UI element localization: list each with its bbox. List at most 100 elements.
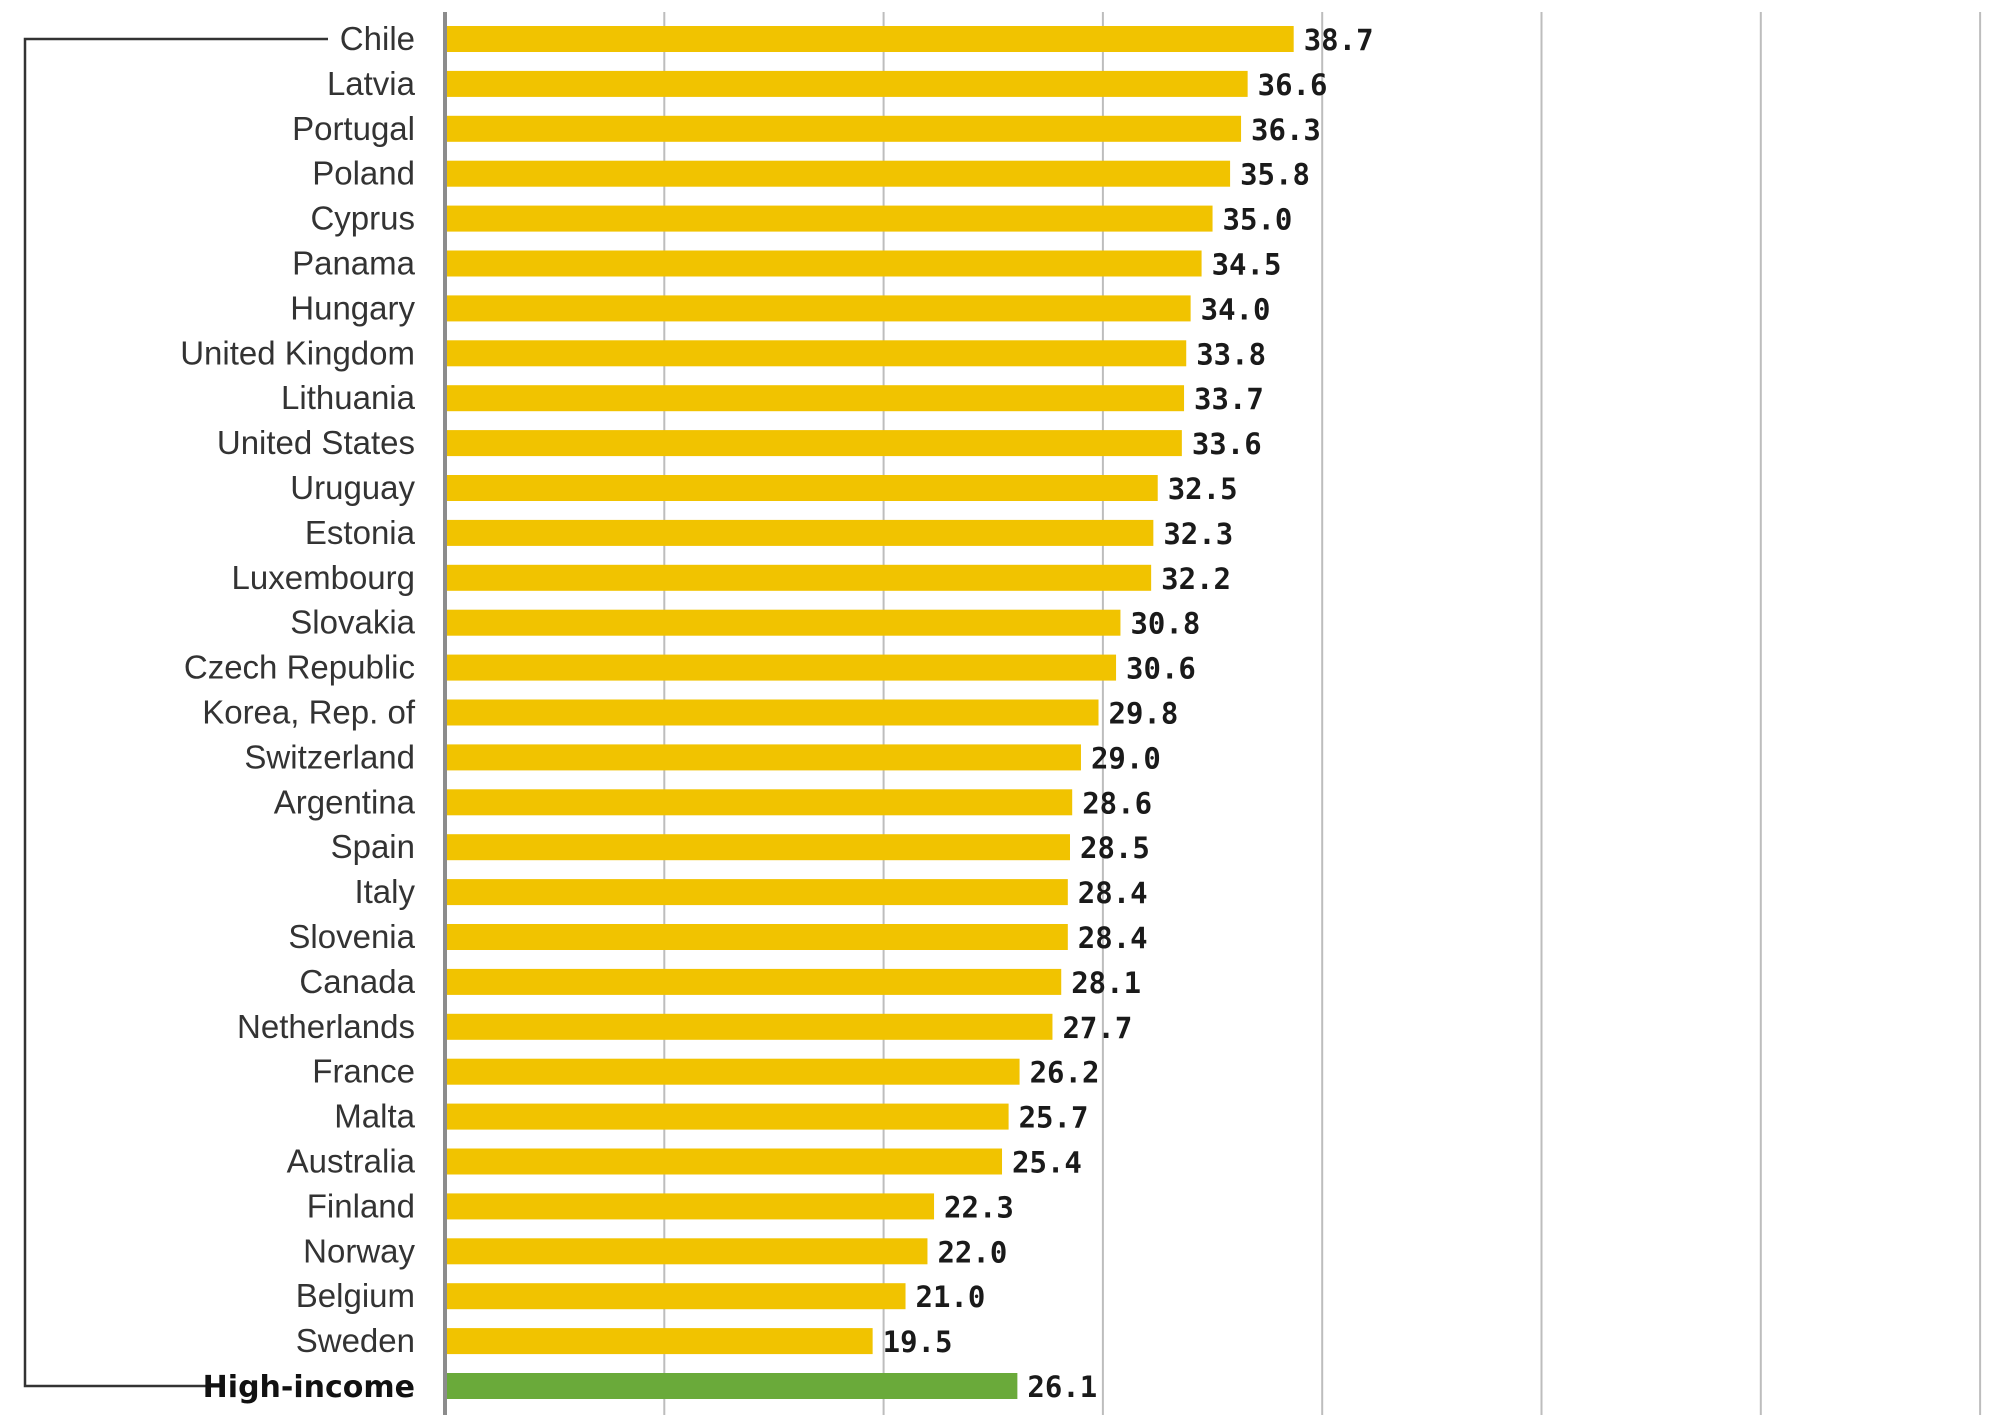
category-label: Hungary (290, 289, 415, 326)
bar-united-states (447, 430, 1182, 457)
value-label: 28.4 (1078, 921, 1148, 955)
bar-australia (447, 1148, 1003, 1175)
category-label: United Kingdom (180, 334, 415, 371)
category-label: Slovenia (288, 918, 415, 955)
category-label: Slovakia (290, 604, 415, 641)
bar-slovenia (447, 924, 1068, 950)
value-label: 22.0 (937, 1235, 1007, 1269)
category-label: Luxembourg (232, 559, 415, 596)
bar-malta (447, 1103, 1009, 1130)
value-label: 38.7 (1304, 23, 1374, 57)
value-label: 25.4 (1012, 1146, 1082, 1180)
value-label: 34.0 (1201, 292, 1271, 326)
value-label: 21.0 (916, 1280, 986, 1314)
bar-argentina (447, 789, 1073, 816)
value-label: 28.6 (1082, 786, 1152, 820)
bar-estonia (447, 519, 1154, 546)
category-label: Belgium (296, 1277, 415, 1314)
bar-slovakia (447, 609, 1121, 636)
bar-korea-rep-of (447, 699, 1099, 726)
category-label: Latvia (327, 65, 416, 102)
value-label: 29.8 (1109, 697, 1179, 731)
value-label: 22.3 (944, 1190, 1014, 1224)
bar-finland (447, 1193, 935, 1220)
bar-switzerland (447, 744, 1081, 771)
category-label: Sweden (296, 1322, 415, 1359)
bar-united-kingdom (447, 340, 1187, 367)
value-label: 29.0 (1091, 741, 1161, 775)
value-label: 33.8 (1196, 337, 1266, 371)
value-label: 30.8 (1130, 607, 1200, 641)
value-label: 30.6 (1126, 652, 1196, 686)
bar-norway (447, 1238, 928, 1265)
category-label: Panama (292, 245, 416, 282)
bar-france (447, 1058, 1020, 1085)
category-label: Czech Republic (184, 649, 415, 686)
category-label: Spain (331, 828, 415, 865)
value-label: 32.5 (1168, 472, 1238, 506)
value-label: 34.5 (1212, 248, 1282, 282)
category-label: Korea, Rep. of (202, 694, 416, 731)
gridlines (663, 12, 1982, 1415)
bars (447, 26, 1294, 1399)
bar-panama (447, 250, 1202, 277)
bar-poland (447, 160, 1231, 187)
category-label: Malta (334, 1098, 415, 1135)
bar-lithuania (447, 385, 1185, 412)
value-label: 19.5 (883, 1325, 953, 1359)
bar-spain (447, 834, 1071, 861)
bar-sweden (447, 1328, 873, 1355)
category-label: Lithuania (281, 379, 416, 416)
value-label: 26.2 (1030, 1056, 1100, 1090)
category-label: Norway (303, 1232, 415, 1269)
category-label: Chile (340, 20, 415, 57)
bar-netherlands (447, 1013, 1053, 1040)
value-label: 25.7 (1019, 1101, 1089, 1135)
bar-uruguay (447, 475, 1158, 501)
category-label: France (312, 1053, 415, 1090)
value-label: 36.3 (1251, 113, 1321, 147)
value-label: 35.8 (1240, 158, 1310, 192)
category-label: High-income (203, 1370, 415, 1405)
bar-luxembourg (447, 564, 1152, 591)
category-label: Switzerland (244, 738, 415, 775)
value-label: 32.3 (1163, 517, 1233, 551)
bar-portugal (447, 115, 1242, 142)
bar-cyprus (447, 205, 1213, 232)
category-label: Italy (354, 873, 415, 910)
bar-czech-republic (447, 654, 1117, 681)
value-label: 35.0 (1223, 203, 1293, 237)
bar-belgium (447, 1283, 906, 1310)
category-label: Australia (287, 1143, 416, 1180)
category-label: Netherlands (237, 1008, 415, 1045)
value-label: 28.1 (1071, 966, 1141, 1000)
category-labels: Chile Latvia Portugal Poland Cyprus Panama Hun… (180, 20, 416, 1405)
category-label: Finland (307, 1187, 415, 1224)
value-label: 33.6 (1192, 427, 1262, 461)
category-label: Argentina (274, 783, 416, 820)
category-label: Cyprus (310, 200, 415, 237)
value-labels: 38.7 36.6 36.3 35.8 35.0 34.5 34.0 33.8 33.7 33.6… (883, 23, 1374, 1404)
value-label: 32.2 (1161, 562, 1231, 596)
category-label: Estonia (305, 514, 416, 551)
value-label: 28.5 (1080, 831, 1150, 865)
bar-high-income (447, 1373, 1018, 1399)
bar-canada (447, 968, 1062, 995)
value-label: 28.4 (1078, 876, 1148, 910)
bracket-line (23, 37, 328, 1388)
value-label: 26.1 (1027, 1370, 1097, 1404)
category-label: Canada (299, 963, 415, 1000)
group-bracket (23, 37, 328, 1388)
value-label: 36.6 (1258, 68, 1328, 102)
value-label: 27.7 (1062, 1011, 1132, 1045)
bar-latvia (447, 70, 1248, 97)
bar-hungary (447, 295, 1191, 322)
category-label: Portugal (292, 110, 415, 147)
category-label: Uruguay (290, 469, 415, 506)
bar-chile (447, 26, 1294, 52)
category-label: United States (217, 424, 415, 461)
bar-italy (447, 879, 1068, 906)
value-label: 33.7 (1194, 382, 1264, 416)
category-label: Poland (312, 155, 415, 192)
